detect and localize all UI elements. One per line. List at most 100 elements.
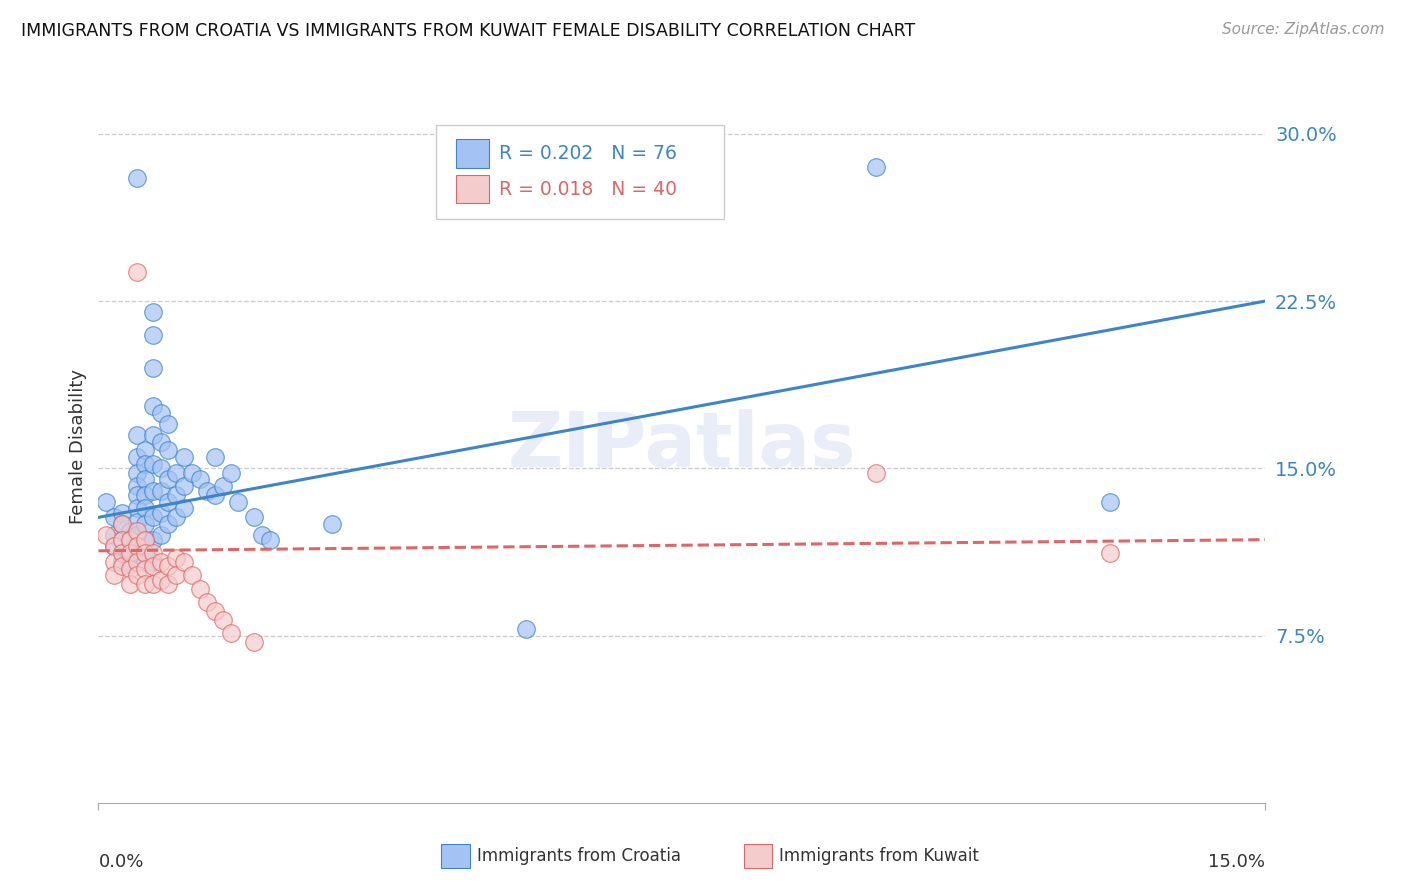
Point bbox=[103, 510, 125, 524]
Point bbox=[243, 635, 266, 649]
Point bbox=[127, 568, 149, 582]
Point bbox=[134, 577, 156, 591]
Point bbox=[212, 613, 235, 627]
Point bbox=[103, 539, 125, 553]
Point bbox=[111, 559, 134, 574]
Text: 0.0%: 0.0% bbox=[98, 853, 143, 871]
Point bbox=[127, 488, 149, 502]
Point bbox=[243, 510, 266, 524]
Point bbox=[103, 528, 125, 542]
Point bbox=[173, 479, 195, 493]
Point bbox=[157, 473, 180, 487]
Point bbox=[142, 360, 165, 375]
Point bbox=[188, 582, 211, 596]
Text: Source: ZipAtlas.com: Source: ZipAtlas.com bbox=[1222, 22, 1385, 37]
Point bbox=[118, 546, 141, 560]
Text: R = 0.018   N = 40: R = 0.018 N = 40 bbox=[499, 179, 678, 199]
Point bbox=[127, 501, 149, 516]
Point bbox=[111, 546, 134, 560]
Point bbox=[165, 550, 187, 565]
Point bbox=[180, 568, 202, 582]
Point bbox=[228, 494, 250, 508]
Point bbox=[149, 506, 172, 520]
Point bbox=[142, 483, 165, 498]
Point bbox=[134, 562, 156, 576]
Point bbox=[96, 494, 118, 508]
Point bbox=[118, 524, 141, 538]
Point bbox=[142, 510, 165, 524]
Point bbox=[118, 562, 141, 576]
Point bbox=[111, 533, 134, 547]
Point bbox=[149, 434, 172, 449]
Point bbox=[259, 533, 281, 547]
Point bbox=[149, 573, 172, 587]
Point bbox=[127, 539, 149, 553]
Point bbox=[149, 555, 172, 569]
Point bbox=[142, 546, 165, 560]
Point bbox=[212, 479, 235, 493]
Point bbox=[250, 528, 273, 542]
Point bbox=[127, 479, 149, 493]
Point bbox=[103, 555, 125, 569]
Point bbox=[157, 494, 180, 508]
Text: Immigrants from Croatia: Immigrants from Croatia bbox=[477, 847, 681, 865]
Point bbox=[173, 501, 195, 516]
Point bbox=[188, 473, 211, 487]
Point bbox=[142, 399, 165, 413]
Point bbox=[134, 546, 156, 560]
Point bbox=[173, 450, 195, 464]
Point bbox=[165, 488, 187, 502]
Point bbox=[515, 622, 537, 636]
Point bbox=[173, 555, 195, 569]
Point bbox=[118, 533, 141, 547]
Point bbox=[142, 533, 165, 547]
Point bbox=[149, 483, 172, 498]
Point bbox=[195, 483, 218, 498]
Point bbox=[219, 466, 242, 480]
Point bbox=[204, 604, 226, 618]
Point bbox=[111, 516, 134, 531]
Point bbox=[142, 555, 165, 569]
Point bbox=[1098, 546, 1121, 560]
Point bbox=[127, 528, 149, 542]
Point bbox=[865, 466, 887, 480]
Text: R = 0.202   N = 76: R = 0.202 N = 76 bbox=[499, 144, 678, 163]
Point bbox=[142, 577, 165, 591]
Point bbox=[142, 427, 165, 442]
Point bbox=[142, 327, 165, 342]
Point bbox=[134, 516, 156, 531]
Text: 15.0%: 15.0% bbox=[1208, 853, 1265, 871]
Point bbox=[142, 559, 165, 574]
Point bbox=[134, 501, 156, 516]
Text: ZIPatlas: ZIPatlas bbox=[508, 409, 856, 483]
Point bbox=[111, 555, 134, 569]
Point bbox=[118, 577, 141, 591]
Point bbox=[134, 533, 156, 547]
Point bbox=[127, 427, 149, 442]
Text: Immigrants from Kuwait: Immigrants from Kuwait bbox=[779, 847, 979, 865]
Point bbox=[127, 515, 149, 529]
Point bbox=[134, 546, 156, 560]
Point bbox=[118, 534, 141, 549]
Point bbox=[111, 516, 134, 531]
Point bbox=[157, 559, 180, 574]
Point bbox=[127, 524, 149, 538]
Point bbox=[134, 555, 156, 569]
Point bbox=[134, 473, 156, 487]
Point bbox=[127, 466, 149, 480]
Point bbox=[219, 626, 242, 640]
Point bbox=[134, 533, 156, 547]
Point bbox=[134, 488, 156, 502]
Point bbox=[165, 568, 187, 582]
Point bbox=[195, 595, 218, 609]
Point bbox=[157, 516, 180, 531]
Point bbox=[103, 568, 125, 582]
Point bbox=[1098, 494, 1121, 508]
Point bbox=[127, 539, 149, 553]
Point bbox=[111, 546, 134, 560]
Point bbox=[134, 443, 156, 458]
Point bbox=[142, 305, 165, 319]
Y-axis label: Female Disability: Female Disability bbox=[69, 368, 87, 524]
Point bbox=[127, 555, 149, 569]
Point bbox=[157, 577, 180, 591]
